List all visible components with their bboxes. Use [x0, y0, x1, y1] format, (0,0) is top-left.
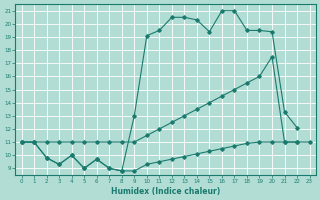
- X-axis label: Humidex (Indice chaleur): Humidex (Indice chaleur): [111, 187, 220, 196]
